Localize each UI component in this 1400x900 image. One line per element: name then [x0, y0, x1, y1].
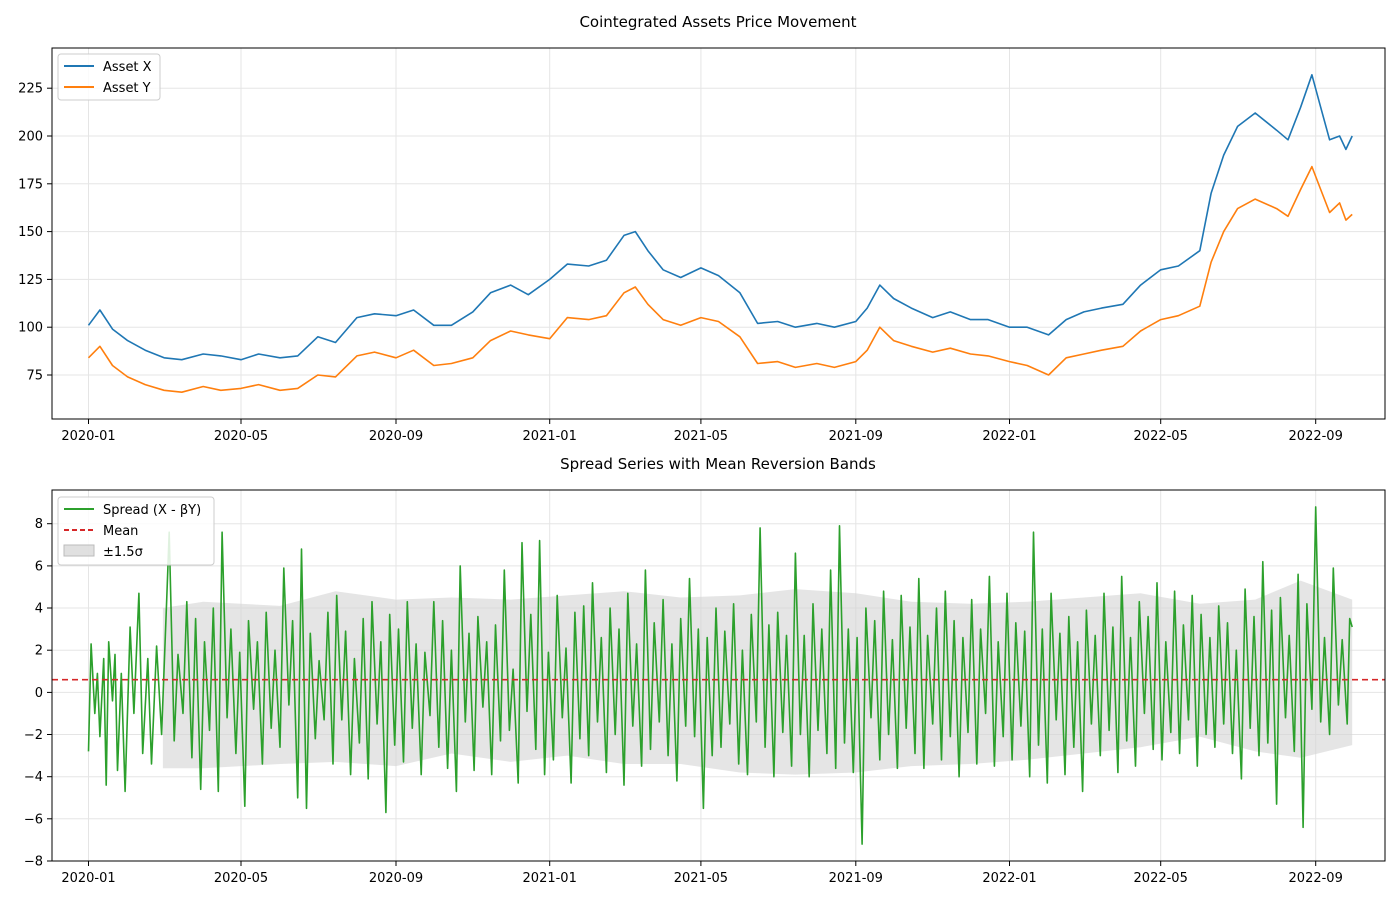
- spread-xtick-label: 2020-01: [61, 871, 115, 886]
- spread-xtick-label: 2022-01: [982, 871, 1036, 886]
- price-ytick-label: 225: [18, 82, 43, 97]
- spread-chart-title: Spread Series with Mean Reversion Bands: [560, 455, 876, 473]
- series-line-spread-x-y: [87, 506, 1353, 845]
- price-xtick-label: 2020-05: [214, 429, 268, 444]
- price-chart-marks: [87, 74, 1353, 393]
- spread-ytick-label: −6: [24, 812, 43, 827]
- spread-ytick-label: −4: [24, 770, 43, 785]
- price-xtick-label: 2021-05: [674, 429, 728, 444]
- price-xtick-label: 2021-09: [829, 429, 883, 444]
- spread-chart-marks: [52, 506, 1385, 845]
- price-chart-frame: [51, 47, 1386, 420]
- spread-ytick-label: 4: [35, 602, 43, 617]
- spread-xtick-label: 2021-09: [829, 871, 883, 886]
- legend-swatch-band: [63, 544, 95, 557]
- spread-xtick-label: 2021-05: [674, 871, 728, 886]
- price-chart-legend: Asset X Asset Y: [57, 53, 161, 101]
- spread-xtick-label: 2022-09: [1289, 871, 1343, 886]
- price-ytick-label: 125: [18, 273, 43, 288]
- series-line-asset-x: [87, 74, 1353, 361]
- price-ytick-label: 75: [26, 369, 43, 384]
- spread-legend-box: [57, 496, 215, 566]
- price-xtick-label: 2020-01: [61, 429, 115, 444]
- legend-label-mean: Mean: [103, 524, 138, 539]
- legend-label-spread: Spread (X - βY): [103, 503, 201, 518]
- legend-label-band: ±1.5σ: [103, 545, 143, 560]
- spread-ytick-label: 0: [35, 686, 43, 701]
- price-ytick-label: 175: [18, 177, 43, 192]
- spread-ytick-label: 8: [35, 517, 43, 532]
- price-xtick-label: 2022-05: [1134, 429, 1188, 444]
- spread-chart-legend: Spread (X - βY) Mean ±1.5σ: [57, 496, 215, 566]
- price-xtick-label: 2022-01: [982, 429, 1036, 444]
- spread-ytick-label: −2: [24, 728, 43, 743]
- spread-chart-frame: [51, 489, 1386, 862]
- spread-chart-axes: 2020-01 2020-05 2020-09 2021-01 2021-05 2021-…: [24, 517, 1343, 886]
- spread-xtick-label: 2020-09: [369, 871, 423, 886]
- spread-ytick-label: 2: [35, 644, 43, 659]
- price-xtick-label: 2021-01: [523, 429, 577, 444]
- spread-chart: Spread Series with Mean Reversion Bands …: [24, 455, 1386, 886]
- legend-label-asset-y: Asset Y: [103, 81, 151, 96]
- price-ytick-label: 100: [18, 321, 43, 336]
- spread-xtick-label: 2021-01: [523, 871, 577, 886]
- price-chart-grid: [52, 48, 1385, 419]
- price-chart: Cointegrated Assets Price Movement 2020-…: [18, 13, 1386, 444]
- spread-ytick-label: −8: [24, 855, 43, 870]
- price-xtick-label: 2020-09: [369, 429, 423, 444]
- spread-xtick-label: 2022-05: [1134, 871, 1188, 886]
- price-xtick-label: 2022-09: [1289, 429, 1343, 444]
- legend-label-asset-x: Asset X: [103, 60, 152, 75]
- series-line-asset-y: [87, 165, 1353, 393]
- price-ytick-label: 150: [18, 225, 43, 240]
- spread-xtick-label: 2020-05: [214, 871, 268, 886]
- price-chart-axes: 2020-01 2020-05 2020-09 2021-01 2021-05 2021-…: [18, 82, 1343, 444]
- spread-ytick-label: 6: [35, 559, 43, 574]
- price-ytick-label: 200: [18, 130, 43, 145]
- price-chart-title: Cointegrated Assets Price Movement: [579, 13, 856, 31]
